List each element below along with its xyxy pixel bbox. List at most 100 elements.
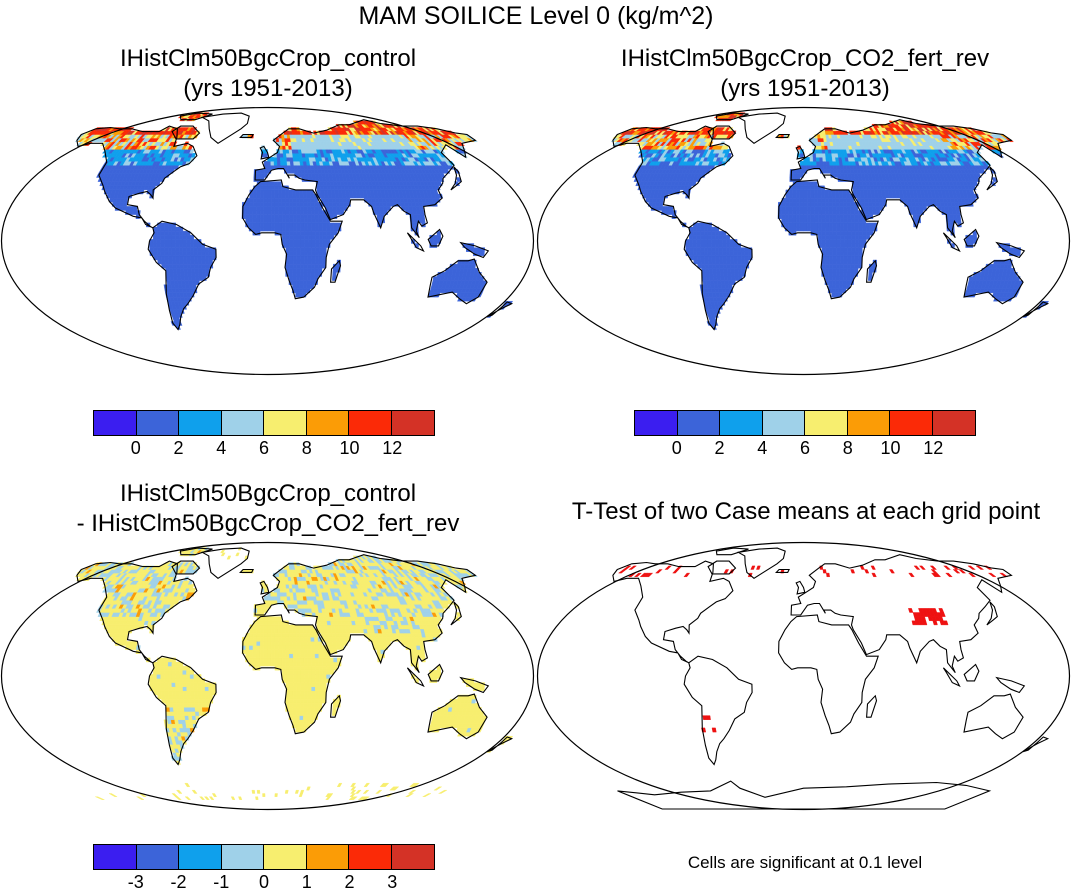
grid-cell [847, 259, 852, 265]
grid-cell [828, 267, 833, 273]
grid-cell [204, 255, 210, 261]
grid-cell [318, 214, 323, 219]
grid-cell [407, 789, 417, 794]
grid-cell [712, 267, 717, 273]
grid-cell [299, 193, 304, 199]
grid-cell [274, 210, 279, 215]
grid-cell [149, 247, 154, 252]
grid-cell [854, 259, 859, 265]
grid-cell [828, 276, 833, 281]
grid-cell [785, 193, 790, 199]
grid-cell [813, 185, 818, 191]
grid-cell [816, 161, 821, 166]
grid-cell [279, 149, 284, 154]
grid-cell [160, 226, 165, 232]
grid-cell [836, 239, 841, 244]
grid-cell [306, 786, 311, 791]
grid-cell [850, 222, 856, 228]
grid-cell [733, 263, 739, 269]
grid-cell [730, 272, 736, 277]
grid-cell [164, 230, 169, 236]
grid-cell [707, 255, 713, 261]
grid-cell [840, 222, 845, 228]
grid-cell [315, 230, 320, 236]
grid-cell [314, 218, 320, 224]
grid-cell [836, 251, 841, 257]
grid-cell [156, 243, 161, 248]
grid-cell [668, 210, 674, 215]
grid-cell [300, 255, 305, 261]
grid-cell [289, 218, 294, 224]
grid-cell [252, 218, 257, 224]
grid-cell [322, 234, 327, 240]
grid-cell [315, 247, 320, 252]
grid-cell [832, 247, 837, 252]
grid-cell [300, 239, 305, 244]
grid-cell [836, 247, 841, 252]
grid-cell [835, 276, 840, 281]
grid-cell [167, 230, 173, 236]
grid-cell [878, 201, 884, 207]
grid-cell [168, 263, 174, 269]
grid-cell [843, 239, 848, 244]
grid-cell [194, 263, 199, 269]
grid-cell [304, 243, 309, 248]
grid-cell [296, 234, 301, 240]
grid-cell [171, 793, 179, 797]
grid-cell [292, 259, 298, 265]
grid-cell [316, 189, 322, 195]
grid-cell [843, 214, 848, 219]
grid-cell [263, 222, 268, 228]
grid-cell [718, 251, 723, 257]
grid-cell [260, 201, 265, 207]
coastline-newguinea [459, 241, 490, 259]
grid-cell [328, 201, 333, 207]
grid-cell [722, 263, 728, 269]
grid-cell [832, 206, 837, 211]
grid-cell [296, 276, 301, 281]
grid-cell [860, 197, 865, 203]
grid-cell [969, 239, 974, 244]
grid-cell [799, 181, 804, 187]
grid-cell [785, 201, 790, 207]
grid-cell [825, 210, 830, 215]
grid-cell [339, 201, 344, 207]
grid-cell [311, 218, 316, 224]
grid-cell [267, 181, 272, 187]
grid-cell [168, 255, 173, 261]
grid-cell [796, 173, 801, 178]
grid-cell [718, 259, 724, 265]
grid-cell [165, 272, 171, 277]
grid-cell [169, 276, 175, 281]
grid-cell [817, 201, 822, 207]
grid-cell [832, 234, 837, 240]
panel-control-title-line1: IHistClm50BgcCrop_control [119, 45, 417, 72]
grid-cell [191, 789, 198, 794]
grid-cell [335, 197, 340, 203]
grid-cell [285, 263, 290, 269]
grid-cell [306, 201, 312, 207]
grid-cell [300, 222, 305, 228]
grid-cell [289, 251, 294, 257]
grid-cell [322, 218, 327, 224]
grid-cell [292, 719, 297, 725]
grid-cell [274, 226, 279, 232]
grid-cell [436, 234, 442, 240]
grid-cell [285, 197, 290, 203]
grid-cell [842, 201, 848, 207]
grid-cell [282, 230, 287, 236]
grid-cell [707, 230, 712, 236]
grid-cell [835, 267, 841, 273]
grid-cell [847, 226, 852, 232]
grid-cell [836, 234, 841, 240]
grid-cell [838, 280, 844, 285]
grid-cell [157, 255, 162, 261]
grid-cell [303, 255, 309, 261]
grid-cell [267, 201, 272, 207]
grid-cell [160, 222, 166, 228]
grid-cell [375, 789, 383, 794]
grid-cell [249, 210, 254, 215]
grid-cell [843, 234, 848, 240]
grid-cell [201, 251, 206, 257]
grid-cell [260, 181, 265, 187]
